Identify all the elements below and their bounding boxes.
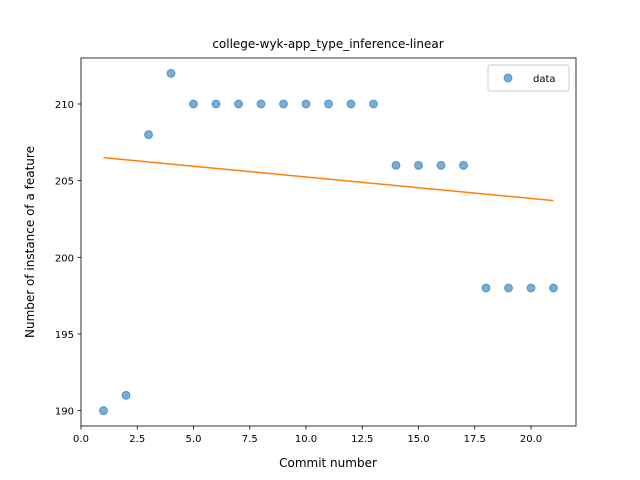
data-point: [414, 160, 423, 170]
legend-box: [487, 64, 570, 92]
x-tick-label: 5.0: [186, 434, 202, 445]
data-point: [144, 130, 153, 140]
x-tick-label: 17.5: [464, 434, 486, 445]
y-tick-label: 190: [55, 407, 74, 418]
y-tick-label: 200: [55, 253, 74, 264]
plot-frame: [80, 57, 577, 427]
data-point: [459, 160, 468, 170]
x-tick-label: 20.0: [520, 434, 542, 445]
data-point: [301, 99, 311, 109]
chart-title: college-wyk-app_type_inference-linear: [212, 37, 443, 51]
y-tick-label: 205: [55, 177, 74, 188]
data-point: [391, 160, 401, 170]
plot-area: [99, 68, 558, 416]
data-point: [189, 99, 198, 109]
data-point: [324, 99, 333, 109]
data-point: [166, 68, 176, 78]
data-point: [121, 390, 131, 400]
x-tick-label: 2.5: [129, 434, 145, 445]
x-tick-label: 10.0: [295, 434, 317, 445]
data-point: [481, 283, 491, 293]
data-point: [256, 99, 266, 109]
fit-line: [103, 156, 554, 202]
data-point: [234, 99, 243, 109]
y-tick-label: 195: [55, 330, 74, 341]
data-point: [99, 406, 108, 416]
x-axis-label: Commit number: [279, 456, 377, 470]
data-point: [211, 99, 221, 109]
x-tick-label: 15.0: [407, 434, 429, 445]
data-point: [549, 283, 558, 293]
data-point: [346, 99, 356, 109]
data-point: [436, 160, 446, 170]
legend-marker: [503, 73, 513, 83]
data-point: [504, 283, 513, 293]
x-tick-label: 12.5: [351, 434, 373, 445]
y-axis-label: Number of instance of a feature: [23, 146, 37, 338]
x-tick-label: 7.5: [242, 434, 258, 445]
data-point: [526, 283, 536, 293]
y-tick-label: 210: [55, 100, 74, 111]
data-point: [369, 99, 378, 109]
axes: 0.0 2.5 5.0 7.5 10.0 12.5 15.0 17.5 20.0 190 195 20…: [55, 57, 577, 445]
legend-label: data: [533, 74, 556, 85]
legend: data: [487, 64, 570, 92]
x-tick-label: 0.0: [73, 434, 89, 445]
data-point: [279, 99, 288, 109]
